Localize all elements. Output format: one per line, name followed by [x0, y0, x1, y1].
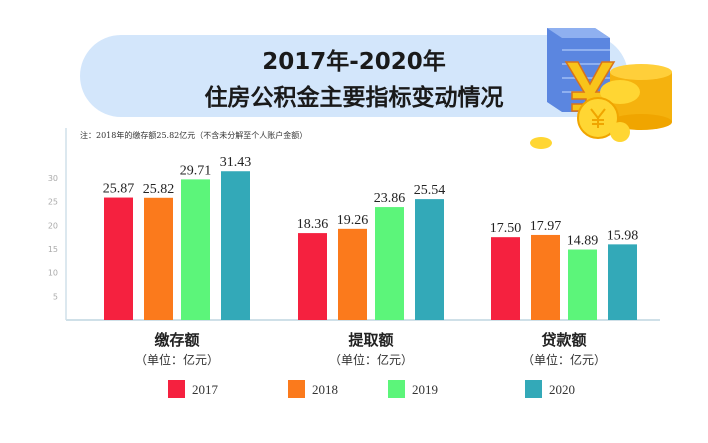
chart-title-line1: 2017年-2020年 — [262, 49, 446, 75]
value-label: 17.97 — [530, 219, 562, 234]
bar-2017-2 — [491, 237, 520, 320]
bar-2020-2 — [608, 244, 637, 320]
value-label: 19.26 — [337, 213, 369, 228]
legend-label: 2020 — [549, 382, 575, 397]
bar-2017-0 — [104, 197, 133, 320]
unit-label: （单位：亿元） — [329, 352, 413, 367]
legend-label: 2019 — [412, 382, 438, 397]
legend-label: 2017 — [192, 382, 219, 397]
value-label: 15.98 — [607, 228, 639, 243]
bar-2018-1 — [338, 228, 367, 320]
bar-2018-0 — [144, 197, 173, 320]
y-tick-label: 20 — [48, 221, 58, 230]
value-label: 29.71 — [180, 163, 212, 178]
y-tick-label: 25 — [48, 198, 58, 207]
value-label: 31.43 — [220, 155, 252, 170]
value-label: 17.50 — [490, 221, 522, 236]
value-label: 25.82 — [143, 182, 175, 197]
bar-2017-1 — [298, 233, 327, 320]
unit-label: （单位：亿元） — [135, 352, 219, 367]
legend-swatch-2020 — [525, 380, 542, 398]
value-label: 25.54 — [414, 183, 446, 198]
legend-label: 2018 — [312, 382, 338, 397]
legend-swatch-2017 — [168, 380, 185, 398]
bar-2018-2 — [531, 234, 560, 320]
unit-label: （单位：亿元） — [522, 352, 606, 367]
bar-2020-1 — [415, 199, 444, 320]
legend-swatch-2018 — [288, 380, 305, 398]
category-label: 贷款额 — [541, 331, 586, 349]
value-label: 14.89 — [567, 234, 599, 249]
y-tick-label: 10 — [48, 269, 58, 278]
category-label: 提取额 — [348, 331, 393, 349]
bar-2020-0 — [221, 171, 250, 320]
title-banner — [80, 35, 628, 117]
bar-2019-2 — [568, 249, 597, 320]
bar-2019-0 — [181, 179, 210, 320]
y-tick-label: 15 — [48, 245, 58, 254]
value-label: 25.87 — [103, 182, 135, 197]
value-label: 18.36 — [297, 217, 329, 232]
chart-title-line2: 住房公积金主要指标变动情况 — [204, 85, 504, 111]
y-tick-label: 5 — [53, 292, 58, 301]
bar-2019-1 — [375, 207, 404, 320]
legend-swatch-2019 — [388, 380, 405, 398]
chart-note: 注：2018年的缴存额25.82亿元（不含未分解至个人账户金额） — [80, 130, 307, 140]
category-label: 缴存额 — [154, 331, 199, 349]
value-label: 23.86 — [374, 191, 406, 206]
y-tick-label: 30 — [48, 174, 58, 183]
